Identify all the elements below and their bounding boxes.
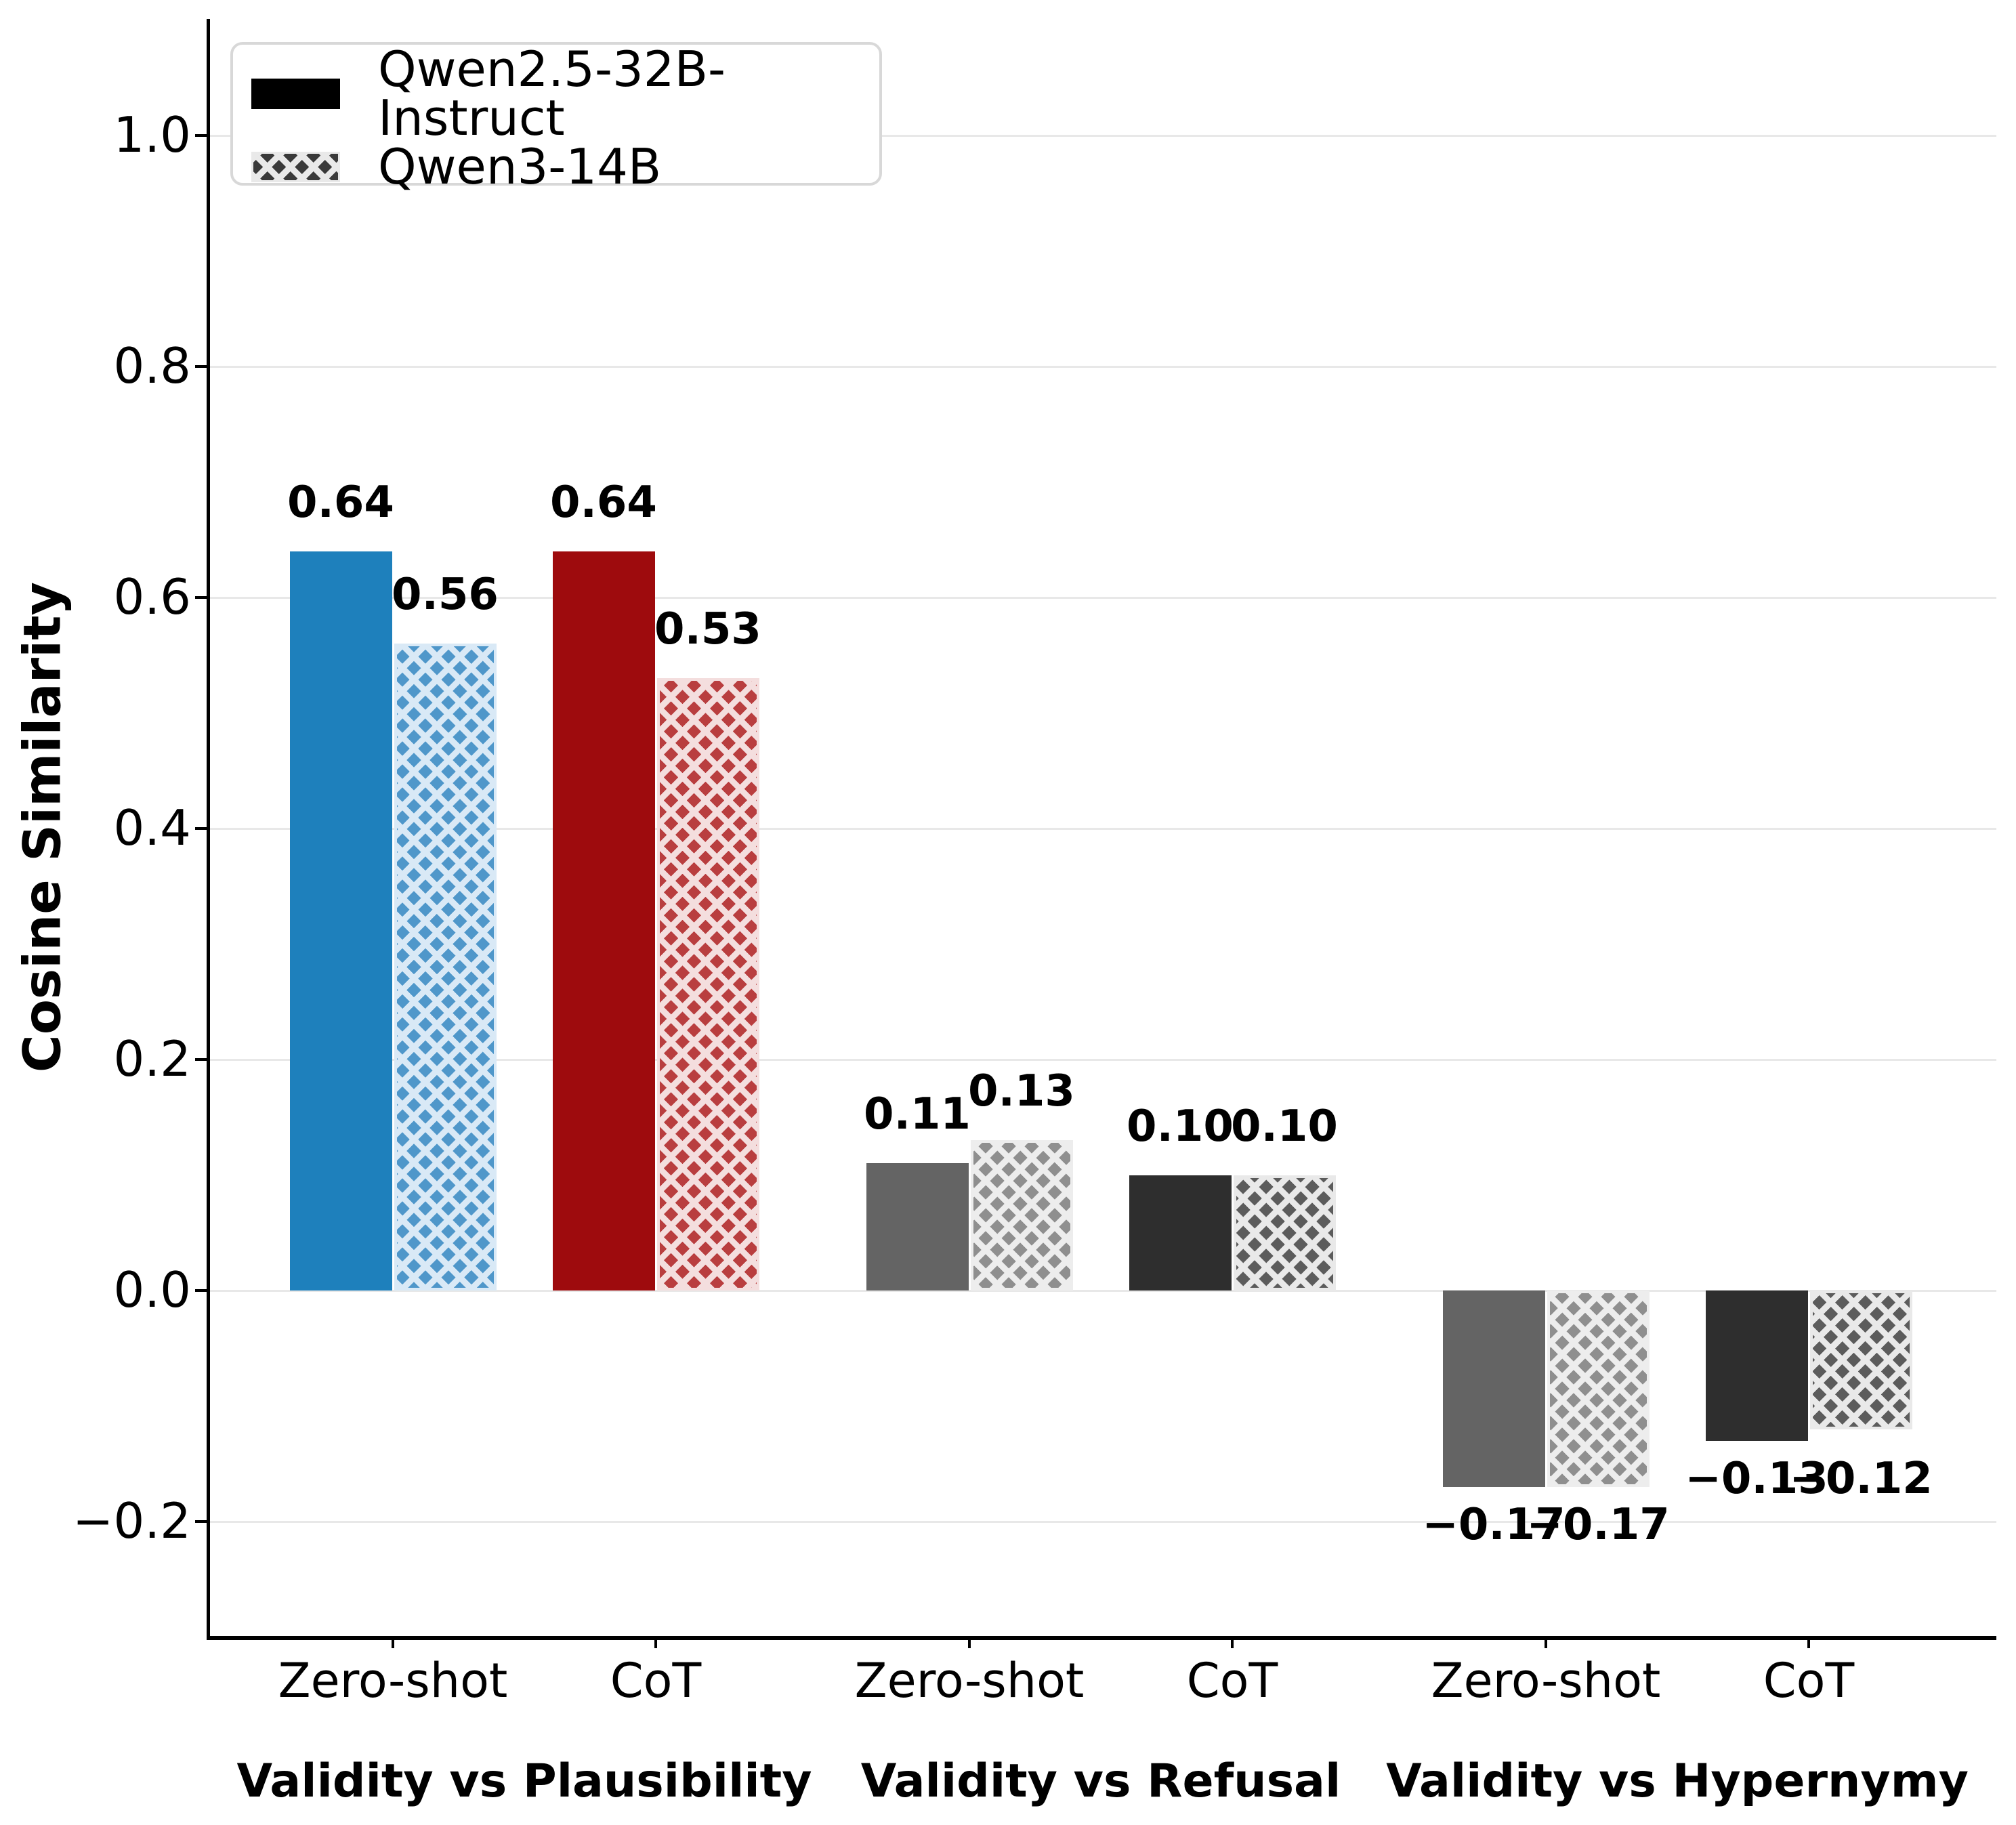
bar-value-label: −0.13 bbox=[1685, 1453, 1828, 1504]
y-tick-label: −0.2 bbox=[72, 1492, 191, 1549]
bar-value-label: 0.56 bbox=[392, 570, 499, 621]
bar-value-label: 0.64 bbox=[550, 477, 657, 528]
bar-qwen3-14b bbox=[1547, 1291, 1650, 1487]
legend-label: Qwen3-14B bbox=[378, 138, 662, 195]
y-tick bbox=[195, 1289, 207, 1292]
gridline bbox=[207, 1059, 1996, 1061]
x-tick-label: Zero-shot bbox=[1431, 1653, 1661, 1708]
gridline bbox=[207, 366, 1996, 368]
bar-value-label: 0.64 bbox=[287, 477, 394, 528]
x-group-label: Validity vs Hypernymy bbox=[1386, 1755, 1969, 1808]
x-tick bbox=[654, 1636, 657, 1648]
bar-qwen2-5-32b-instruct bbox=[289, 551, 392, 1291]
bar-value-label: −0.12 bbox=[1789, 1453, 1933, 1504]
gridline bbox=[207, 1521, 1996, 1523]
y-tick-label: 0.0 bbox=[113, 1261, 191, 1318]
bar-value-label: 0.11 bbox=[864, 1089, 971, 1140]
x-axis-spine bbox=[207, 1636, 1996, 1640]
y-tick bbox=[195, 1058, 207, 1061]
legend: Qwen2.5-32B-Instruct Qwen3-14B bbox=[230, 42, 882, 191]
bar-qwen3-14b bbox=[1233, 1175, 1336, 1291]
legend-swatch-icon bbox=[251, 78, 340, 109]
x-tick bbox=[392, 1636, 394, 1648]
x-tick bbox=[968, 1636, 971, 1648]
bar-qwen2-5-32b-instruct bbox=[1129, 1175, 1232, 1291]
y-tick bbox=[195, 827, 207, 830]
x-tick-label: Zero-shot bbox=[854, 1653, 1085, 1708]
y-tick bbox=[195, 596, 207, 599]
x-tick bbox=[1807, 1636, 1810, 1648]
y-tick-label: 0.2 bbox=[113, 1030, 191, 1087]
bar-qwen2-5-32b-instruct bbox=[552, 551, 655, 1291]
bar-qwen3-14b bbox=[1809, 1291, 1912, 1429]
x-tick-label: Zero-shot bbox=[278, 1653, 508, 1708]
bar-qwen3-14b bbox=[656, 678, 759, 1291]
legend-item: Qwen3-14B bbox=[251, 142, 879, 191]
bar-value-label: 0.53 bbox=[654, 604, 761, 655]
x-tick-label: CoT bbox=[1763, 1653, 1855, 1708]
legend-item: Qwen2.5-32B-Instruct bbox=[251, 45, 879, 142]
gridline bbox=[207, 1290, 1996, 1292]
y-tick-label: 0.4 bbox=[113, 799, 191, 856]
bar-qwen2-5-32b-instruct bbox=[1705, 1291, 1808, 1441]
gridline bbox=[207, 828, 1996, 830]
bar-qwen2-5-32b-instruct bbox=[1442, 1291, 1545, 1487]
y-tick-label: 0.6 bbox=[113, 568, 191, 625]
y-tick bbox=[195, 134, 207, 137]
bar-qwen3-14b bbox=[394, 644, 497, 1291]
y-tick bbox=[195, 1520, 207, 1523]
bar-value-label: 0.10 bbox=[1231, 1101, 1338, 1152]
y-tick-label: 1.0 bbox=[113, 106, 191, 163]
x-tick bbox=[1231, 1636, 1234, 1648]
bar-qwen3-14b bbox=[970, 1140, 1073, 1291]
y-tick bbox=[195, 365, 207, 368]
legend-label: Qwen2.5-32B-Instruct bbox=[378, 41, 726, 146]
x-group-label: Validity vs Refusal bbox=[860, 1755, 1341, 1808]
gridline bbox=[207, 135, 1996, 137]
gridline bbox=[207, 597, 1996, 599]
y-axis-spine bbox=[207, 19, 210, 1640]
bar-qwen2-5-32b-instruct bbox=[866, 1163, 969, 1291]
legend-swatch-icon bbox=[251, 151, 340, 182]
y-tick-label: 0.8 bbox=[113, 337, 191, 394]
x-tick bbox=[1545, 1636, 1547, 1648]
bar-value-label: −0.17 bbox=[1526, 1499, 1670, 1550]
x-tick-label: CoT bbox=[610, 1653, 702, 1708]
bar-value-label: 0.13 bbox=[968, 1066, 1075, 1117]
bar-value-label: 0.10 bbox=[1127, 1101, 1234, 1152]
x-tick-label: CoT bbox=[1186, 1653, 1278, 1708]
x-group-label: Validity vs Plausibility bbox=[236, 1755, 812, 1808]
bar-value-label: −0.17 bbox=[1422, 1499, 1566, 1550]
